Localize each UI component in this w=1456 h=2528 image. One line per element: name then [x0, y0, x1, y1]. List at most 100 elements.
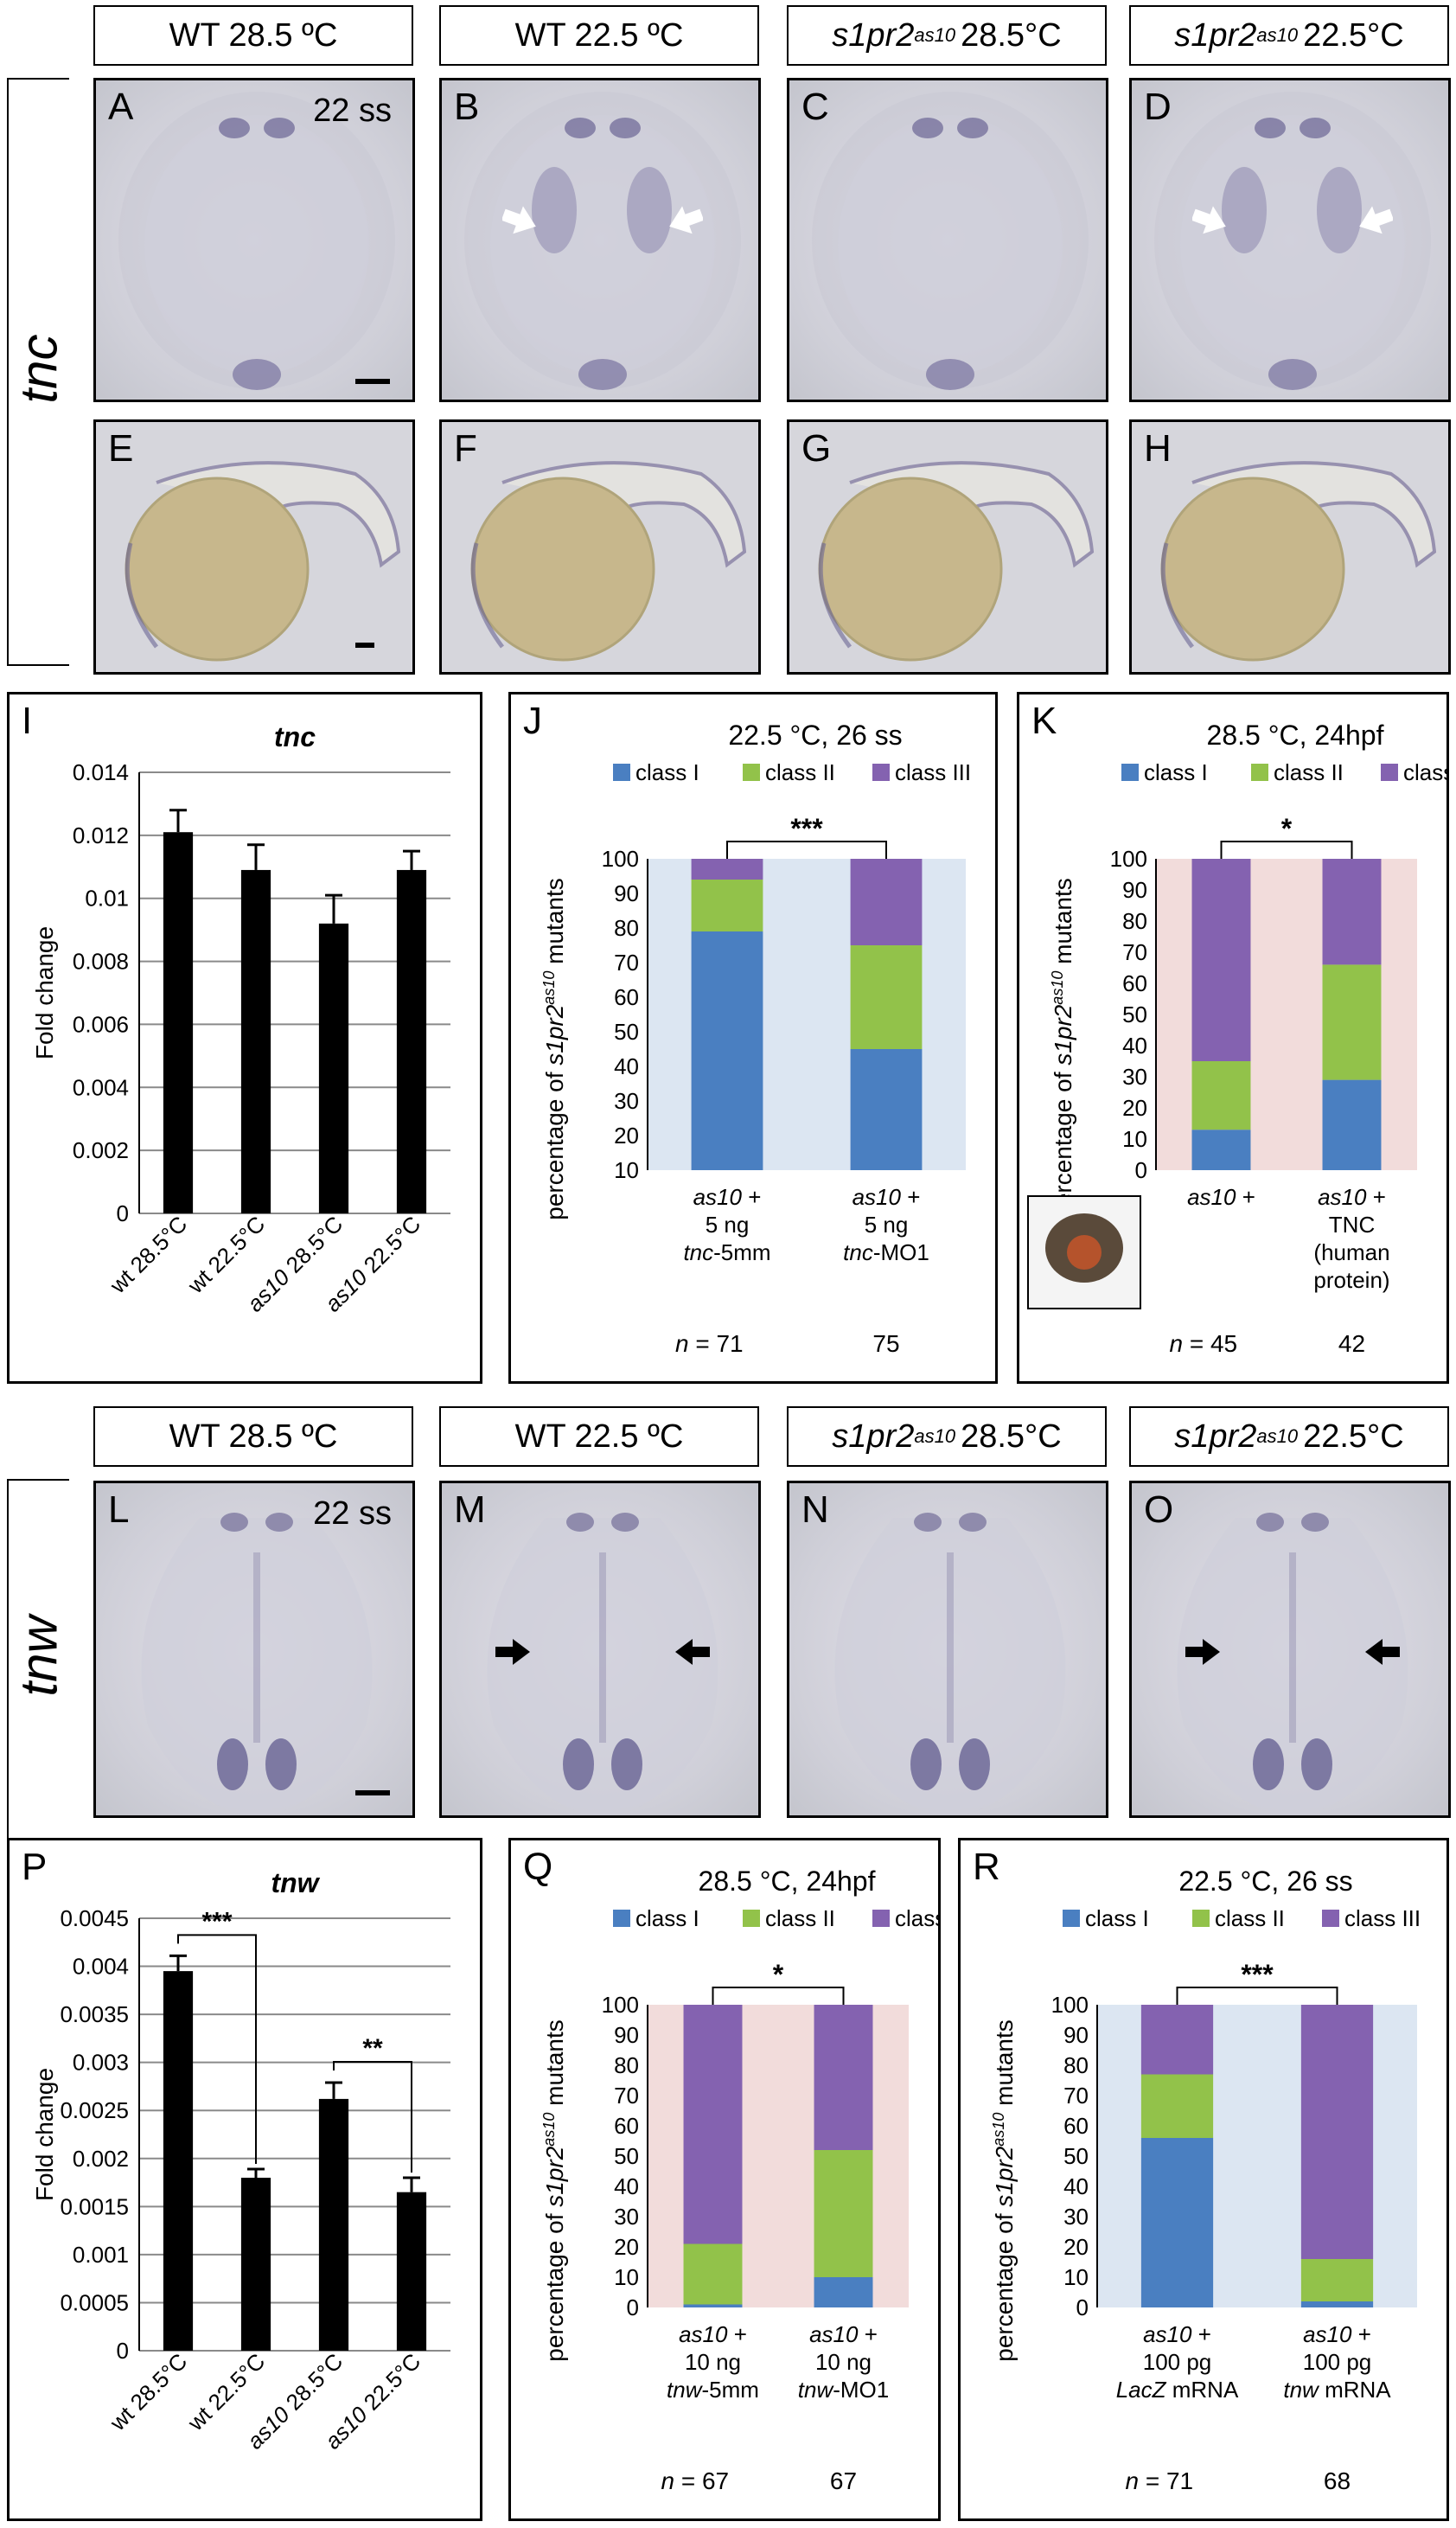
- bar: [318, 923, 349, 1213]
- bar-segment: [850, 859, 923, 945]
- image-panel-E: E: [93, 419, 415, 675]
- image-panel-M: M: [439, 1481, 761, 1818]
- category-label: 100 pg: [1303, 2349, 1372, 2375]
- category-label: as10 +: [679, 2321, 747, 2347]
- category-part: +: [901, 1184, 920, 1210]
- category-label: (human: [1313, 1239, 1389, 1265]
- category-part: +: [1351, 2321, 1370, 2347]
- tick-label: 70: [1122, 939, 1147, 965]
- bar-segment: [691, 880, 763, 931]
- tick-label: 30: [614, 1088, 639, 1114]
- header-top-2: s1pr2 as10 28.5°C: [787, 5, 1107, 66]
- tick-label: 40: [1063, 2173, 1089, 2199]
- bar-segment: [1191, 1061, 1251, 1130]
- tick-label: 0.0005: [60, 2289, 129, 2315]
- tick-label: 50: [1063, 2143, 1089, 2169]
- category-part: -5mm: [702, 2377, 759, 2403]
- bar-segment: [1322, 859, 1382, 965]
- legend-swatch: [613, 764, 630, 781]
- significance-label: **: [362, 2034, 383, 2063]
- y-axis-label: percentage of s1pr2as10 mutants: [540, 878, 568, 1220]
- category-part: +: [1366, 1184, 1385, 1210]
- category-part: +: [742, 1184, 761, 1210]
- significance-bracket: [1176, 1987, 1338, 2005]
- n-part: = 71: [689, 1330, 744, 1357]
- panel-letter: C: [801, 86, 829, 128]
- bar-segment: [1191, 859, 1251, 1061]
- panel-letter: J: [523, 700, 542, 742]
- right-arrow-icon: [1185, 1639, 1220, 1665]
- panel-letter: F: [454, 427, 477, 470]
- image-panel-D: D: [1129, 78, 1451, 402]
- category-part: tnw: [798, 2377, 835, 2403]
- tick-label: 80: [614, 2052, 639, 2078]
- panel-letter: I: [22, 700, 33, 742]
- panel-letter: Q: [523, 1846, 553, 1888]
- bar-segment: [814, 2150, 873, 2277]
- category-label: TNC: [1329, 1212, 1375, 1238]
- tick-label: 70: [614, 950, 639, 976]
- category-part: as10: [1187, 1184, 1236, 1210]
- tick-label: 50: [614, 2143, 639, 2169]
- legend-label: class II: [1215, 1905, 1285, 1931]
- tick-label: 40: [614, 2173, 639, 2199]
- chart-svg: 22.5 °C, 26 ss class I class II class III 0 1…: [990, 1866, 1421, 2494]
- significance-bracket: [712, 1987, 845, 2005]
- bar-segment: [683, 2304, 743, 2307]
- panel-letter: R: [973, 1846, 1000, 1888]
- y-axis-label: Fold change: [31, 2068, 58, 2201]
- category-label: tnc-5mm: [683, 1239, 770, 1265]
- bar-segment: [1300, 2301, 1374, 2307]
- n-part: = 71: [1139, 2467, 1193, 2494]
- n-part: n: [1170, 1330, 1184, 1357]
- image-panel-A: A 22 ss: [93, 78, 415, 402]
- category-label: as10 +: [693, 1184, 762, 1210]
- chart-svg: tnc 0 0.002 0.004 0.006 0.008 0.01 0.012 0.014 Fo…: [31, 721, 450, 1317]
- category-part: as10: [1318, 1184, 1367, 1210]
- category-part: +: [1191, 2321, 1210, 2347]
- legend-swatch: [1381, 764, 1398, 781]
- tick-label: 0.006: [73, 1011, 129, 1037]
- n-label: n = 71: [1126, 2467, 1194, 2494]
- category-label: as10 +: [809, 2321, 878, 2347]
- tick-label: 0: [1076, 2294, 1089, 2320]
- y-label-part: percentage of: [541, 1066, 568, 1220]
- legend-swatch: [1063, 1910, 1080, 1927]
- category-part: tnc: [843, 1239, 873, 1265]
- image-panel-H: H: [1129, 419, 1451, 675]
- tick-label: 0.003: [73, 2050, 129, 2076]
- legend-label: class II: [1274, 759, 1344, 785]
- category-part: -MO1: [873, 1239, 929, 1265]
- left-arrow-icon: [502, 206, 536, 234]
- tick-label: 0: [1135, 1157, 1147, 1183]
- tick-label: 0.004: [73, 1954, 129, 1980]
- scale-bar: [355, 1790, 390, 1795]
- chart-svg: 22.5 °C, 26 ss class I class II class III 10…: [540, 720, 971, 1357]
- y-label-part: mutants: [541, 2019, 568, 2112]
- bar-segment: [691, 859, 763, 880]
- category-label: tnw-MO1: [798, 2377, 889, 2403]
- panel-letter: N: [801, 1488, 829, 1531]
- image-panel-L: L 22 ss: [93, 1481, 415, 1818]
- header-bottom-2: s1pr2 as10 28.5°C: [787, 1406, 1107, 1467]
- category-label: 5 ng: [706, 1212, 750, 1238]
- tick-label: 0.0045: [60, 1905, 129, 1931]
- y-label-part: s1pr2: [541, 1004, 568, 1065]
- tick-label: 0.002: [73, 1137, 129, 1163]
- left-arrow-icon: [1192, 206, 1226, 234]
- y-label-part: as10: [540, 971, 558, 1005]
- legend-label: class I: [635, 1905, 699, 1931]
- n-label: n = 45: [1170, 1330, 1238, 1357]
- tick-label: 50: [1122, 1002, 1147, 1027]
- n-label: 75: [872, 1330, 899, 1357]
- n-label: 67: [830, 2467, 857, 2494]
- panel-letter: B: [454, 86, 480, 128]
- bar-segment: [1140, 2074, 1214, 2138]
- category-part: mRNA: [1319, 2377, 1391, 2403]
- category-part: 28.5°C: [281, 2348, 348, 2416]
- panel-letter: K: [1031, 700, 1057, 742]
- category-label: tnw-5mm: [667, 2377, 759, 2403]
- category-part: mRNA: [1166, 2377, 1239, 2403]
- category-part: as10: [679, 2321, 728, 2347]
- bar-segment: [691, 931, 763, 1170]
